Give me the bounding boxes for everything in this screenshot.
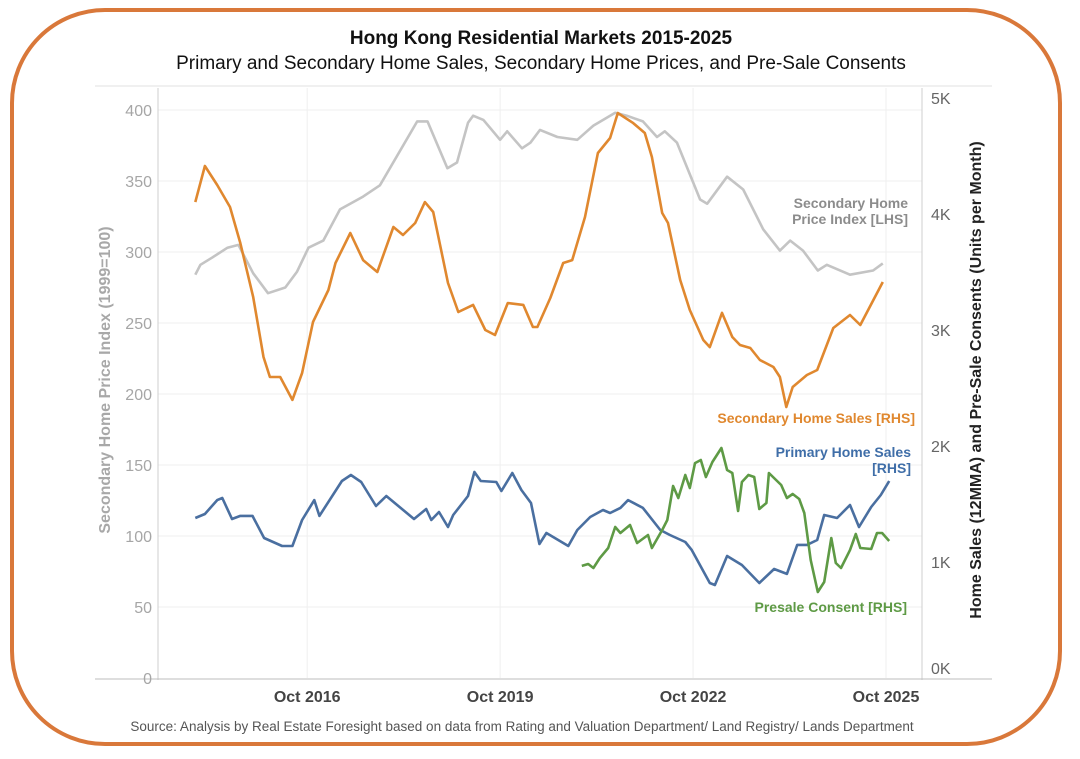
series-line-primary-home-sales-rhs [194, 470, 891, 587]
series-label-primary-home-sales-rhs: Primary Home Sales [776, 444, 912, 460]
y-left-tick-label: 350 [125, 174, 152, 191]
ticks: 0 50 100 150 200 250 300 350 400 0K 1K 2K 3K 4K 5K Oct … [125, 91, 951, 706]
y-left-tick-label: 200 [125, 387, 152, 404]
series-label-primary-home-sales-rhs: [RHS] [872, 460, 911, 476]
y-left-tick-label: 250 [125, 316, 152, 333]
series-lines [194, 111, 891, 594]
series-line-secondary-home-price-index-lhs [194, 111, 884, 295]
y-right-tick-label: 1K [931, 555, 951, 572]
series-label-presale-consent-rhs: Presale Consent [RHS] [755, 599, 907, 615]
chart-subtitle: Primary and Secondary Home Sales, Second… [176, 53, 906, 74]
y-right-tick-label: 5K [931, 91, 951, 108]
x-tick-label: Oct 2022 [660, 689, 727, 706]
y-left-tick-label: 300 [125, 245, 152, 262]
grid [158, 88, 922, 678]
chart-frame [10, 8, 1062, 746]
y-axis-right-label: Home Sales (12MMA) and Pre-Sale Consents… [968, 141, 985, 618]
y-left-tick-label: 100 [125, 529, 152, 546]
source-note: Source: Analysis by Real Estate Foresigh… [130, 719, 913, 734]
y-right-tick-label: 2K [931, 439, 951, 456]
series-line-presale-consent-rhs [581, 446, 891, 594]
y-right-tick-label: 0K [931, 661, 951, 678]
chart-title: Hong Kong Residential Markets 2015-2025 [350, 28, 733, 49]
x-tick-label: Oct 2025 [853, 689, 920, 706]
y-axis-left-label: Secondary Home Price Index (1999=100) [97, 226, 114, 533]
y-left-tick-label: 50 [134, 600, 152, 617]
series-label-secondary-home-price-index-lhs: Price Index [LHS] [792, 211, 908, 227]
series-label-secondary-home-price-index-lhs: Secondary Home [794, 195, 909, 211]
x-tick-label: Oct 2019 [467, 689, 534, 706]
x-tick-label: Oct 2016 [274, 689, 341, 706]
series-line-secondary-home-sales-rhs [194, 111, 884, 409]
y-left-tick-label: 0 [143, 671, 152, 688]
y-left-tick-label: 400 [125, 103, 152, 120]
y-right-tick-label: 3K [931, 323, 951, 340]
y-right-tick-label: 4K [931, 207, 951, 224]
series-label-secondary-home-sales-rhs: Secondary Home Sales [RHS] [717, 410, 915, 426]
y-left-tick-label: 150 [125, 458, 152, 475]
